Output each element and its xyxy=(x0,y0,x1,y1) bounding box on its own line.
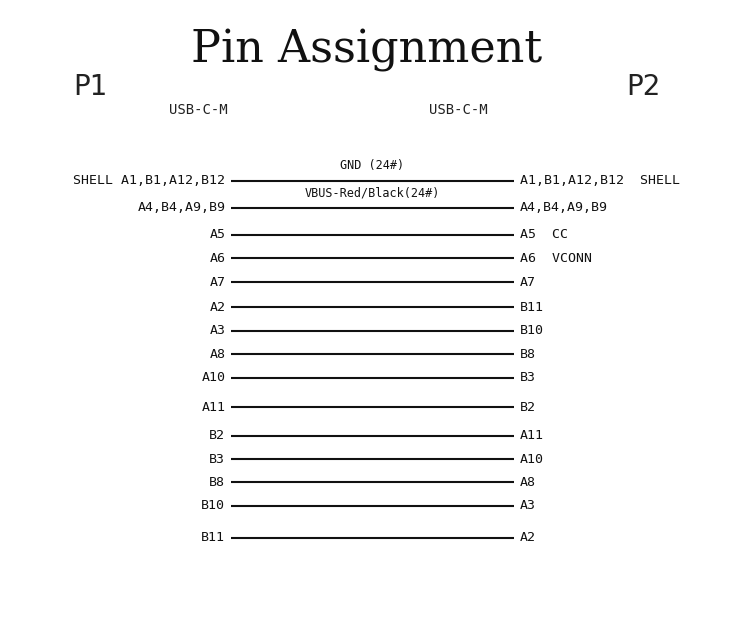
Text: SHELL A1,B1,A12,B12: SHELL A1,B1,A12,B12 xyxy=(73,174,225,187)
Text: VBUS-Red/Black(24#): VBUS-Red/Black(24#) xyxy=(305,186,440,199)
Text: B10: B10 xyxy=(520,325,544,337)
Text: A3: A3 xyxy=(209,325,225,337)
Text: A10: A10 xyxy=(520,453,544,465)
Text: A7: A7 xyxy=(209,276,225,288)
Text: GND (24#): GND (24#) xyxy=(341,158,404,172)
Text: USB-C-M: USB-C-M xyxy=(429,103,488,117)
Text: P1: P1 xyxy=(73,74,108,101)
Text: A6  VCONN: A6 VCONN xyxy=(520,252,592,264)
Text: B10: B10 xyxy=(201,500,225,512)
Text: B2: B2 xyxy=(209,429,225,442)
Text: A5: A5 xyxy=(209,228,225,241)
Text: A4,B4,A9,B9: A4,B4,A9,B9 xyxy=(137,202,225,214)
Text: A2: A2 xyxy=(520,531,536,544)
Text: A11: A11 xyxy=(201,401,225,413)
Text: Pin Assignment: Pin Assignment xyxy=(192,29,542,72)
Text: B8: B8 xyxy=(209,476,225,489)
Text: A7: A7 xyxy=(520,276,536,288)
Text: A6: A6 xyxy=(209,252,225,264)
Text: B11: B11 xyxy=(201,531,225,544)
Text: A3: A3 xyxy=(520,500,536,512)
Text: A5  CC: A5 CC xyxy=(520,228,567,241)
Text: A1,B1,A12,B12  SHELL: A1,B1,A12,B12 SHELL xyxy=(520,174,680,187)
Text: B11: B11 xyxy=(520,301,544,314)
Text: P2: P2 xyxy=(626,74,661,101)
Text: A4,B4,A9,B9: A4,B4,A9,B9 xyxy=(520,202,608,214)
Text: A2: A2 xyxy=(209,301,225,314)
Text: B2: B2 xyxy=(520,401,536,413)
Text: USB-C-M: USB-C-M xyxy=(169,103,228,117)
Text: A8: A8 xyxy=(520,476,536,489)
Text: A10: A10 xyxy=(201,372,225,384)
Text: A11: A11 xyxy=(520,429,544,442)
Text: B3: B3 xyxy=(520,372,536,384)
Text: B3: B3 xyxy=(209,453,225,465)
Text: B8: B8 xyxy=(520,348,536,361)
Text: A8: A8 xyxy=(209,348,225,361)
